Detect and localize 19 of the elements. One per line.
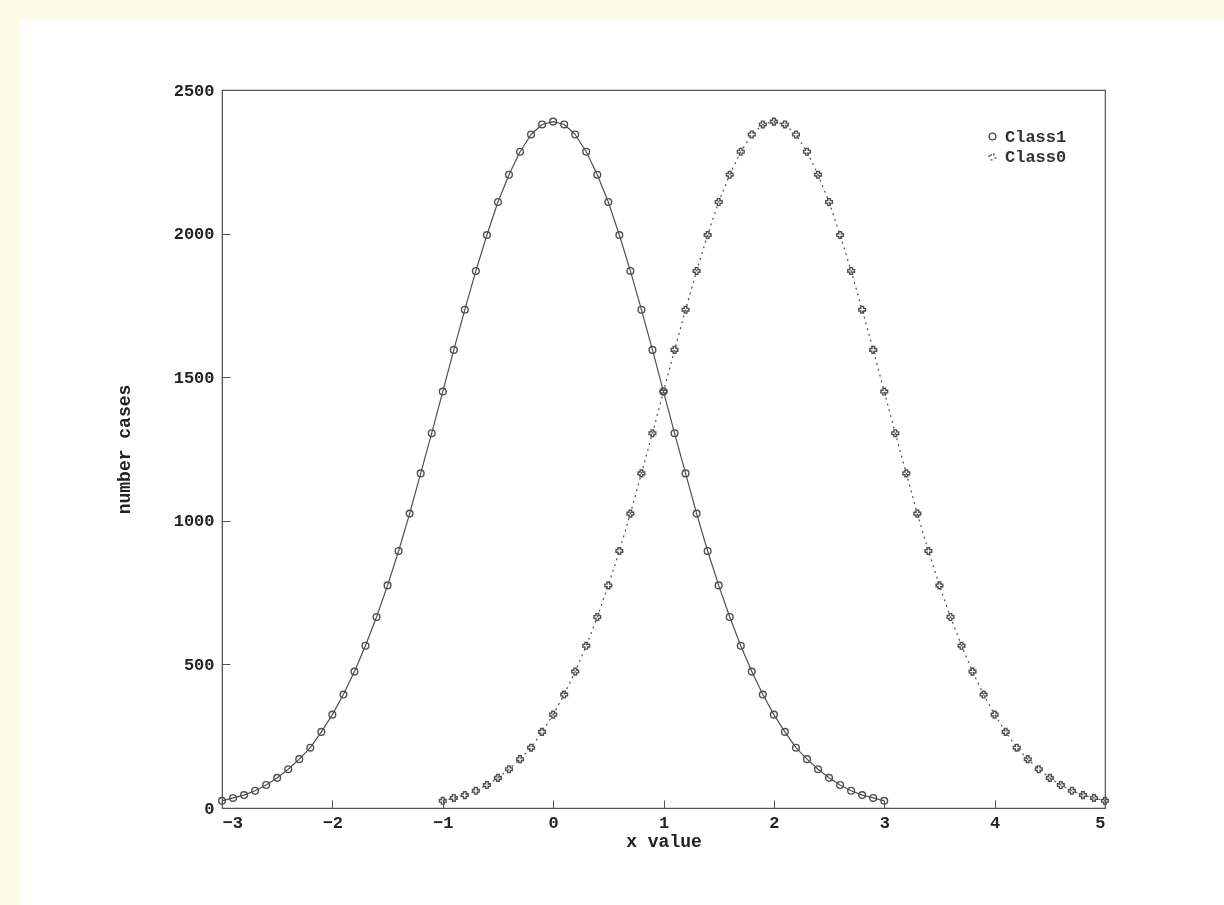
y-tick-label: 1500: [173, 368, 215, 388]
x-tick-label: 5: [1095, 813, 1106, 833]
x-tick-label: −3: [222, 813, 243, 833]
legend-label: Class0: [1005, 147, 1067, 167]
legend-label: Class1: [1005, 127, 1067, 147]
y-tick-label: 2000: [173, 225, 215, 245]
y-tick-label: 2500: [173, 81, 215, 101]
y-tick-label: 1000: [173, 512, 215, 532]
x-tick-label: 2: [769, 813, 780, 833]
y-tick-label: 0: [204, 799, 215, 819]
x-tick-label: 1: [658, 813, 670, 833]
x-tick-label: −2: [322, 813, 344, 833]
x-tick-label: 0: [548, 813, 559, 833]
x-tick-label: 4: [990, 813, 1001, 833]
x-tick-label: −1: [433, 813, 454, 833]
x-tick-label: 3: [879, 813, 890, 833]
y-tick-label: 500: [183, 655, 215, 675]
y-axis-title: number cases: [114, 384, 135, 515]
x-axis-title: x value: [626, 831, 702, 852]
